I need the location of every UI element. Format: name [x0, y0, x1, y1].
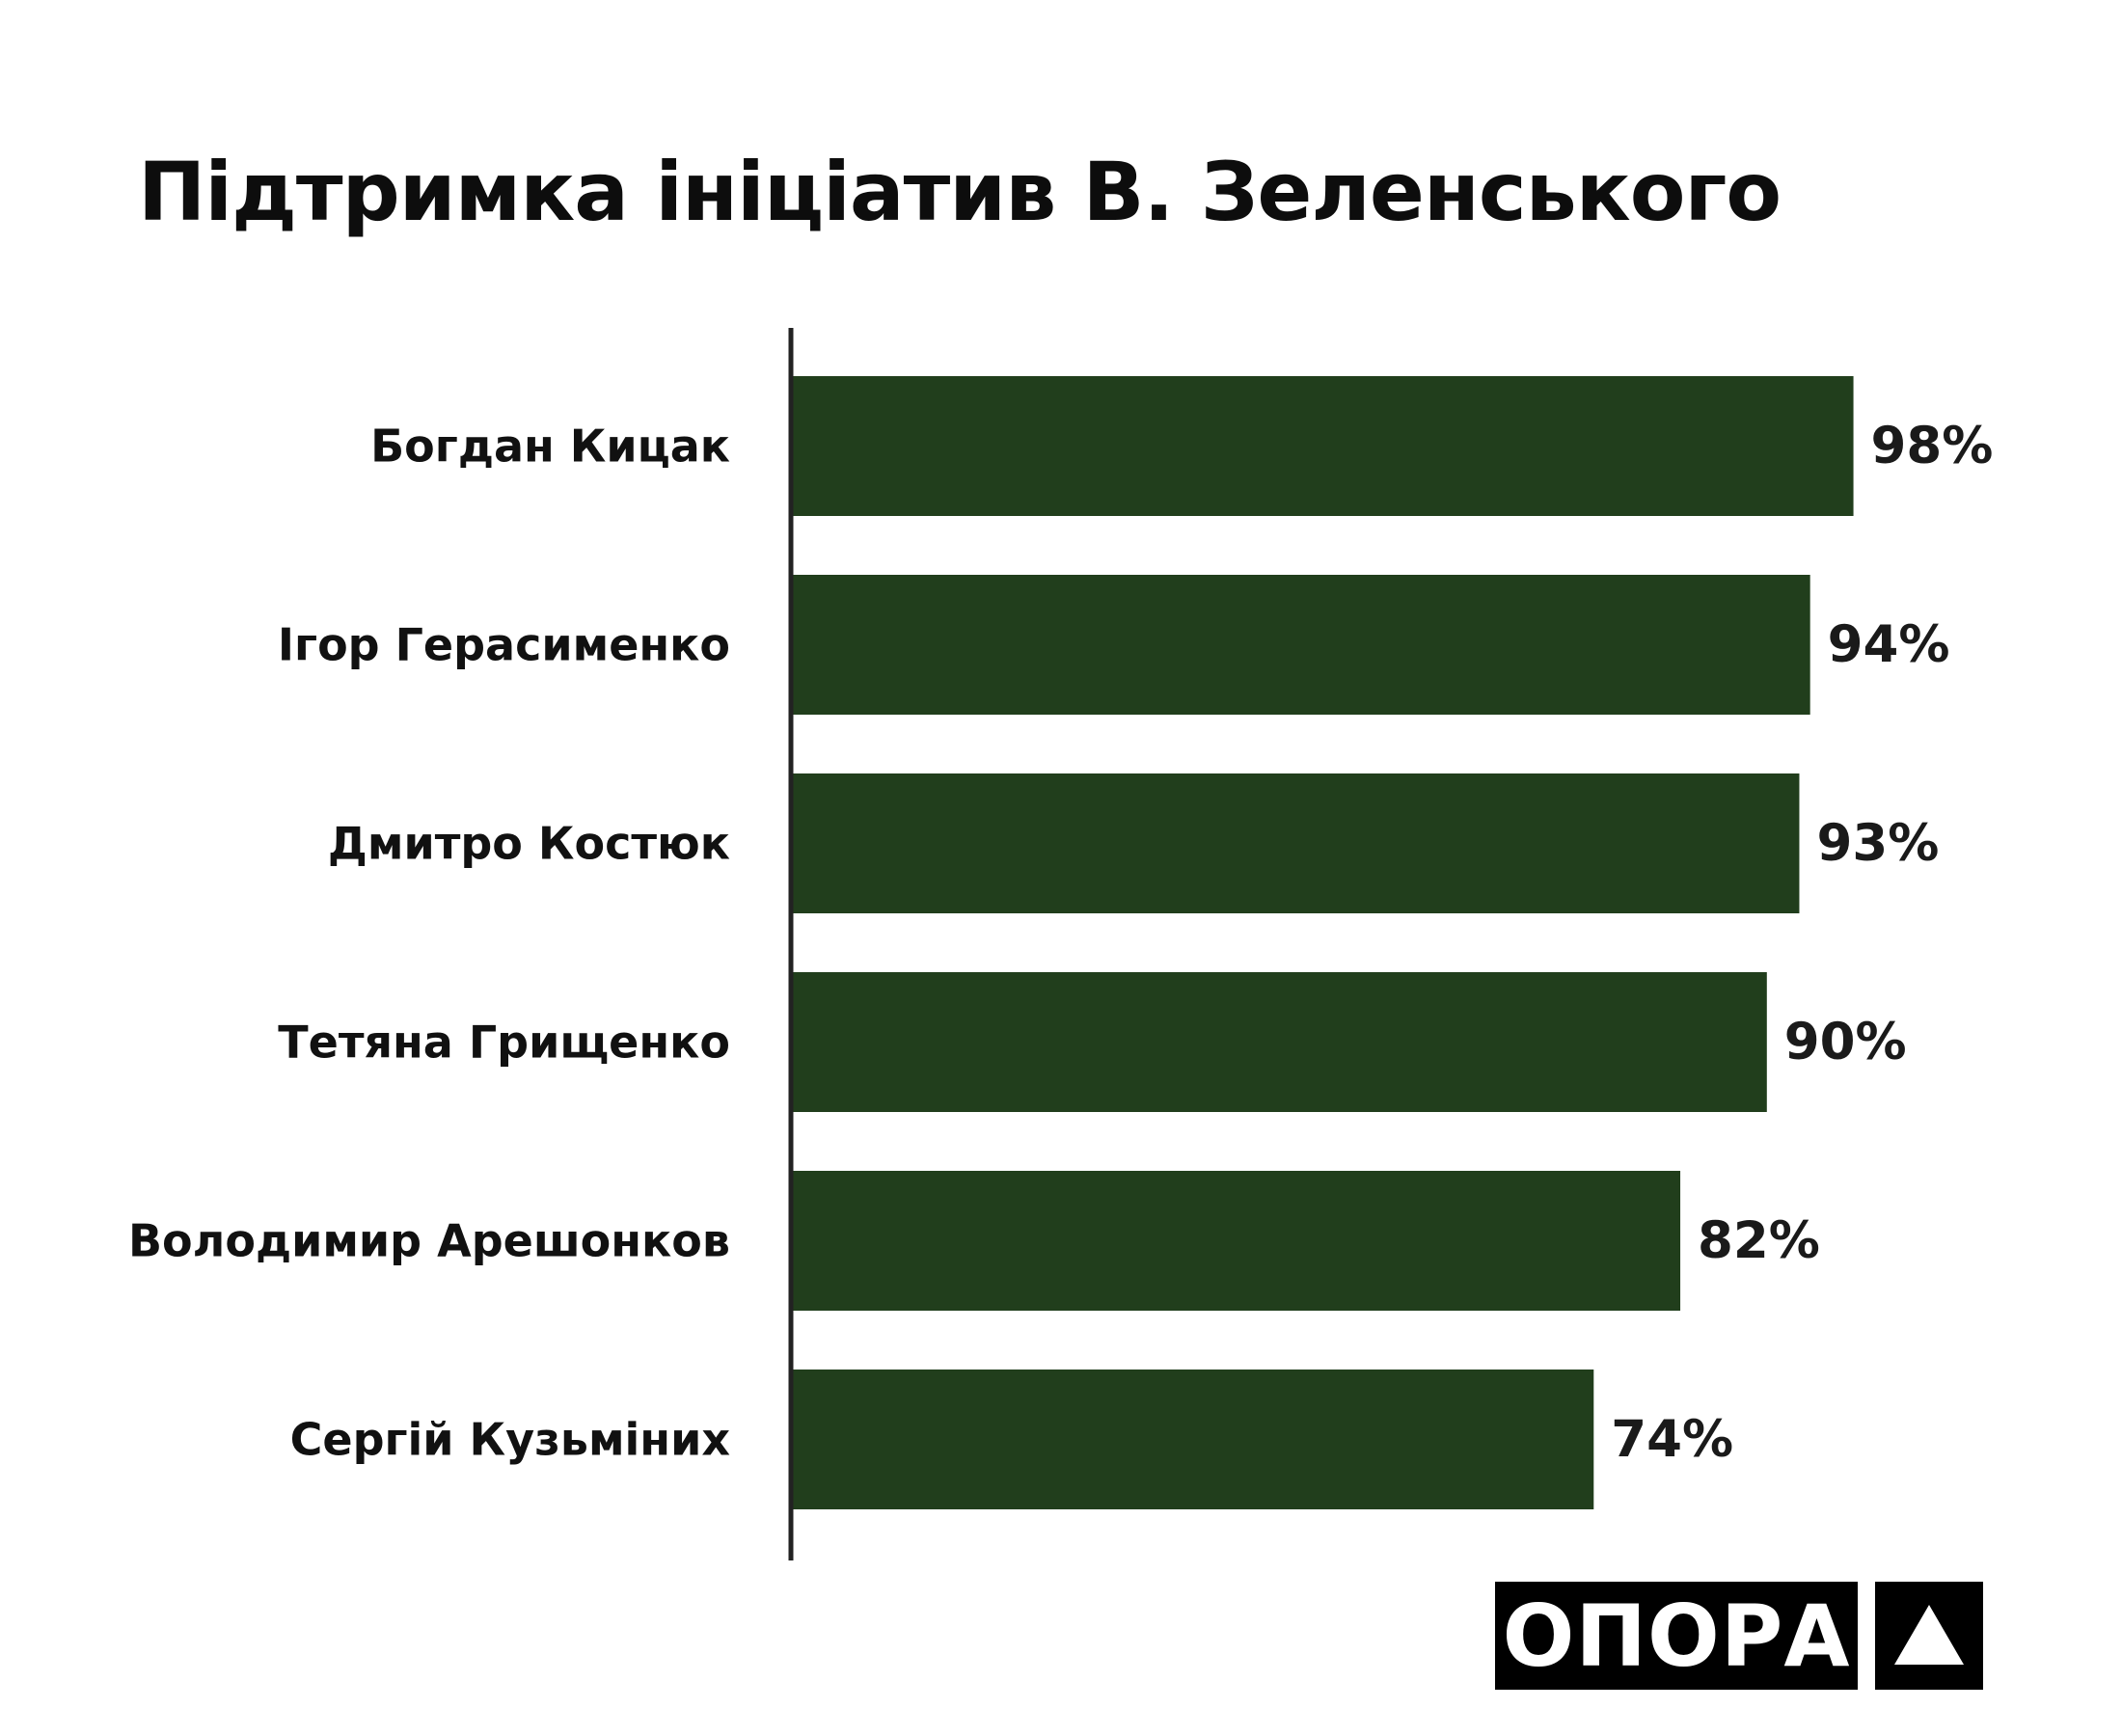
opora-logo: ОПОРА	[1495, 1582, 1983, 1690]
category-label-4: Володимир Арешонков	[128, 1215, 730, 1267]
value-label-3: 90%	[1784, 1013, 1907, 1071]
category-label-1: Ігор Герасименко	[278, 619, 730, 671]
triangle-icon	[1875, 1582, 1983, 1690]
chart-title: Підтримка ініціатив В. Зеленського	[138, 145, 1782, 239]
category-label-5: Сергій Кузьміних	[290, 1414, 730, 1466]
bar-5	[793, 1370, 1594, 1509]
value-label-2: 93%	[1816, 814, 1939, 873]
bar-1	[793, 575, 1810, 715]
bars-layer	[793, 376, 1854, 1509]
bar-4	[793, 1171, 1681, 1311]
bar-0	[793, 376, 1854, 516]
category-label-0: Богдан Кицак	[370, 420, 730, 473]
value-label-4: 82%	[1698, 1211, 1820, 1270]
bar-2	[793, 773, 1800, 913]
value-label-1: 94%	[1828, 615, 1950, 674]
category-label-3: Тетяна Грищенко	[278, 1017, 730, 1069]
category-label-2: Дмитро Костюк	[328, 818, 730, 870]
labels-layer: Богдан Кицак 98% Ігор Герасименко 94% Дмитро…	[128, 417, 1993, 1469]
bar-3	[793, 972, 1767, 1112]
value-label-5: 74%	[1611, 1410, 1733, 1469]
value-label-0: 98%	[1871, 417, 1994, 475]
logo-wordmark: ОПОРА	[1495, 1582, 1858, 1690]
